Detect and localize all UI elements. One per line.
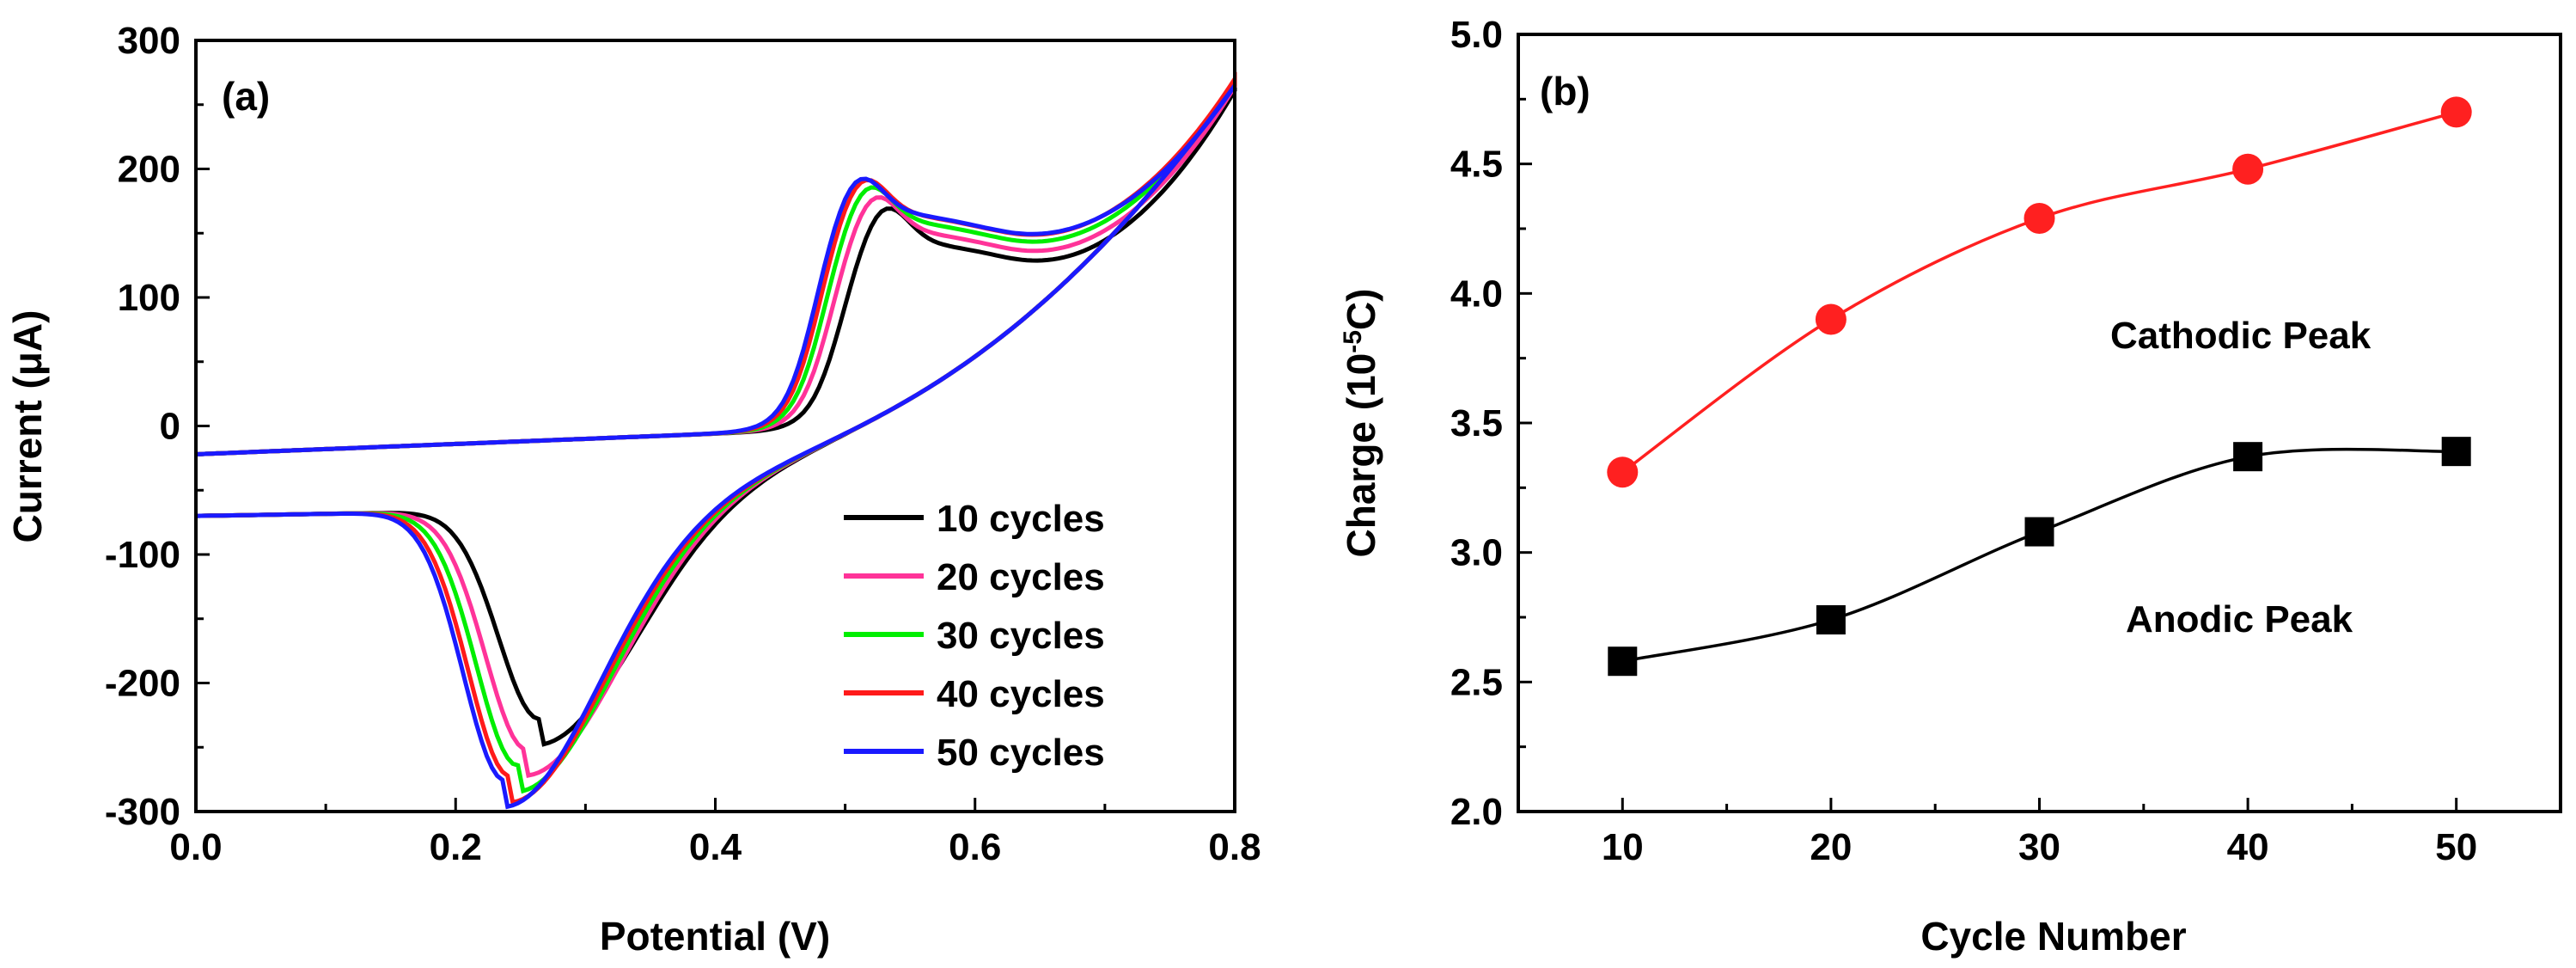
y-tick-label: 3.0 xyxy=(1450,532,1503,574)
x-tick-label: 0.0 xyxy=(169,826,222,868)
anodic-point xyxy=(2024,517,2054,547)
x-tick-label: 0.6 xyxy=(949,826,1001,868)
anodic-point xyxy=(1816,605,1846,635)
y-tick-label: 0 xyxy=(160,406,180,448)
panel-b-y-axis-title-prefix: Charge (10 xyxy=(1339,353,1383,558)
y-tick-label: 3.5 xyxy=(1450,402,1503,444)
anodic-point xyxy=(2441,437,2471,467)
cathodic-point xyxy=(2024,202,2055,234)
charge-line-circle xyxy=(1621,110,2457,474)
panel-b-charge-vs-cycles: 10 20 30 40 50 2.0 2.5 3.0 3.5 4.0 4.5 5.0 (b) Cyc… xyxy=(1339,14,2562,959)
legend-label: 50 cycles xyxy=(937,732,1105,774)
legend-label: 10 cycles xyxy=(937,498,1105,540)
y-tick-label: 4.0 xyxy=(1450,273,1503,315)
panel-a-label: (a) xyxy=(222,74,270,119)
panel-b-y-ticks: 2.0 2.5 3.0 3.5 4.0 4.5 5.0 xyxy=(1450,14,1532,833)
panel-a-y-axis-title: Current (μA) xyxy=(5,310,50,543)
x-tick-label: 0.8 xyxy=(1208,826,1261,868)
x-tick-label: 40 xyxy=(2227,826,2269,868)
cathodic-point xyxy=(2440,96,2472,128)
y-tick-label: -300 xyxy=(105,791,180,833)
x-tick-label: 10 xyxy=(1602,826,1644,868)
cathodic-point xyxy=(1607,456,1639,488)
y-tick-label: 200 xyxy=(118,149,180,191)
panel-a-x-ticks: 0.0 0.2 0.4 0.6 0.8 xyxy=(169,798,1261,868)
panel-b-y-axis-title: Charge (10-5C) xyxy=(1339,289,1383,558)
x-tick-label: 0.4 xyxy=(689,826,742,868)
panel-a-legend: 10 cycles 20 cycles 30 cycles 40 cycles 50 c… xyxy=(844,498,1105,774)
anodic-point xyxy=(2233,442,2263,472)
y-tick-label: -100 xyxy=(105,534,180,576)
annotation-cathodic-peak: Cathodic Peak xyxy=(2110,315,2372,357)
y-tick-label: 5.0 xyxy=(1450,14,1503,56)
panel-a-x-axis-title: Potential (V) xyxy=(600,914,830,959)
y-tick-label: 4.5 xyxy=(1450,144,1503,186)
panel-b-frame xyxy=(1517,33,2562,813)
legend-label: 20 cycles xyxy=(937,556,1105,598)
y-tick-label: 100 xyxy=(118,277,180,319)
y-tick-label: 2.5 xyxy=(1450,661,1503,703)
x-tick-label: 20 xyxy=(1810,826,1852,868)
y-tick-label: 300 xyxy=(118,20,180,62)
panel-b-x-axis-title: Cycle Number xyxy=(1920,914,2186,959)
cathodic-point xyxy=(2232,153,2264,185)
x-tick-label: 30 xyxy=(2018,826,2060,868)
cathodic-point xyxy=(1815,303,1847,335)
anodic-point xyxy=(1608,646,1638,677)
annotation-anodic-peak: Anodic Peak xyxy=(2126,598,2353,640)
charge-curves xyxy=(1607,96,2472,677)
panel-b-label: (b) xyxy=(1540,69,1590,113)
x-tick-label: 0.2 xyxy=(430,826,482,868)
panel-a-cyclic-voltammogram: 0.0 0.2 0.4 0.6 0.8 300 200 100 0 -100 -200 -300 (… xyxy=(5,20,1261,959)
y-tick-label: -200 xyxy=(105,663,180,705)
panel-b-y-axis-title-suffix: C) xyxy=(1339,289,1383,331)
panel-a-y-ticks: 300 200 100 0 -100 -200 -300 xyxy=(105,20,210,833)
x-tick-label: 50 xyxy=(2435,826,2477,868)
legend-label: 40 cycles xyxy=(937,673,1105,715)
panel-b-x-ticks: 10 20 30 40 50 xyxy=(1517,798,2562,868)
legend-label: 30 cycles xyxy=(937,615,1105,657)
cv-series-2 xyxy=(195,78,1237,778)
panel-b-y-axis-title-sup: -5 xyxy=(1339,330,1367,353)
y-tick-label: 2.0 xyxy=(1450,791,1503,833)
